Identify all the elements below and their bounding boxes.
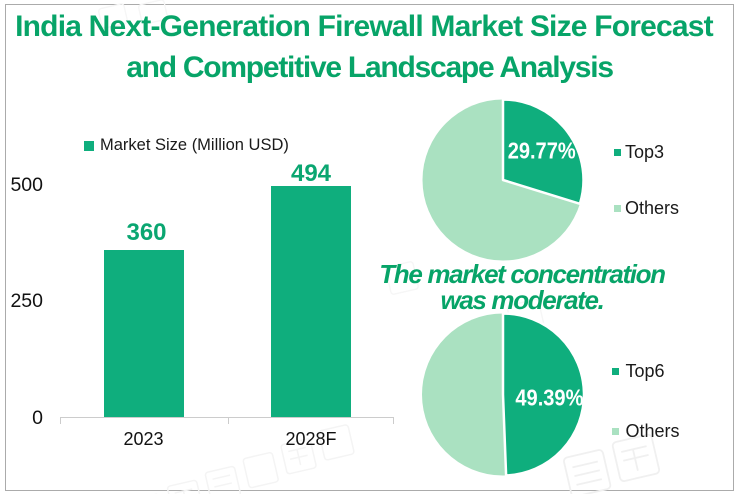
svg-text:29.77%: 29.77% <box>508 138 576 164</box>
svg-text:49.39%: 49.39% <box>515 384 583 410</box>
